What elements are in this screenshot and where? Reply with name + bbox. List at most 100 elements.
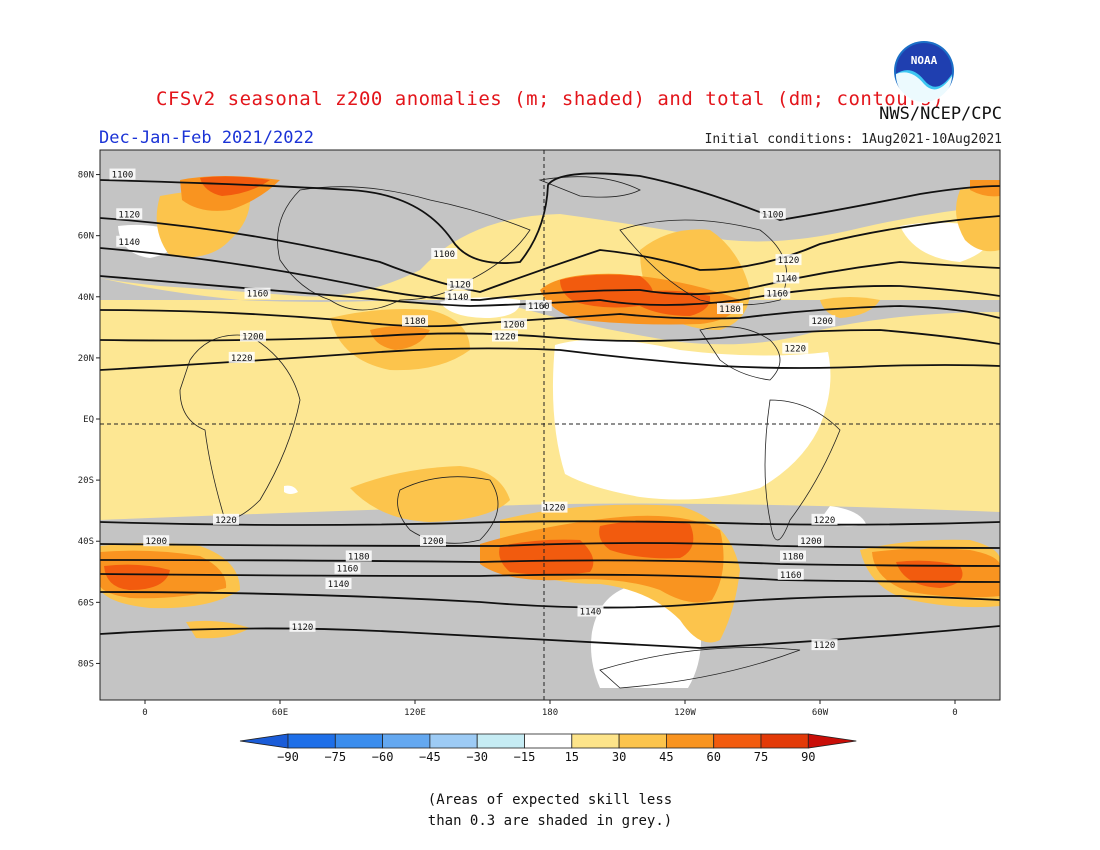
contour-label-bg bbox=[809, 315, 836, 327]
contour-label: 1180 bbox=[404, 317, 426, 327]
legend-swatch bbox=[760, 733, 809, 749]
contour-label: 1120 bbox=[449, 281, 471, 291]
legend-arrow-left bbox=[239, 733, 289, 749]
contour-label: 1160 bbox=[528, 302, 550, 312]
contour-label: 1220 bbox=[231, 354, 253, 364]
skill-note: (Areas of expected skill less than 0.3 a… bbox=[0, 790, 1100, 832]
legend-arrow-right bbox=[807, 733, 857, 749]
noaa-logo-text: NOAA bbox=[911, 54, 938, 67]
contour-label: 1200 bbox=[811, 317, 833, 327]
contour-label: 1120 bbox=[292, 623, 314, 633]
contour-label-bg bbox=[541, 501, 568, 513]
lon-tick-label: 60E bbox=[272, 708, 288, 718]
lat-tick-label: EQ bbox=[83, 415, 94, 425]
contour-label-bg bbox=[402, 315, 428, 327]
contour-label-bg bbox=[447, 278, 473, 290]
contour-label-bg bbox=[244, 287, 271, 299]
skill-note-line-2: than 0.3 are shaded in grey.) bbox=[427, 813, 673, 829]
lat-tick-label: 20S bbox=[78, 476, 94, 486]
lon-tick-label: 60W bbox=[812, 708, 829, 718]
contour-label: 1120 bbox=[814, 641, 836, 651]
lat-tick-label: 80N bbox=[78, 171, 94, 181]
contour-label: 1200 bbox=[800, 537, 822, 547]
contour-label-bg bbox=[764, 287, 791, 299]
contour-label: 1220 bbox=[544, 504, 566, 514]
contour-label-bg bbox=[228, 351, 255, 363]
contour-label-bg bbox=[525, 299, 552, 311]
legend-swatch bbox=[287, 733, 336, 749]
contour-label-bg bbox=[334, 562, 361, 574]
lon-tick-label: 120W bbox=[674, 708, 696, 718]
contour-label-bg bbox=[798, 535, 824, 547]
contour-label: 1160 bbox=[766, 290, 788, 300]
legend-swatch bbox=[382, 733, 431, 749]
contour-label: 1160 bbox=[337, 565, 359, 575]
legend-label: 60 bbox=[706, 750, 720, 764]
contour-label-bg bbox=[811, 513, 838, 525]
contour-label-bg bbox=[717, 303, 743, 314]
legend-label: 75 bbox=[754, 750, 768, 764]
contour-label-bg bbox=[759, 208, 786, 220]
legend-label: −15 bbox=[514, 750, 536, 764]
legend-swatch bbox=[334, 733, 383, 749]
contour-label-bg bbox=[780, 550, 806, 562]
height-contours bbox=[100, 172, 1000, 649]
low-skill-grey-areas bbox=[100, 150, 1000, 700]
contour-label-bg bbox=[116, 235, 143, 247]
contour-label: 1140 bbox=[775, 274, 797, 284]
contour-label-bg bbox=[444, 290, 471, 302]
contour-label-bg bbox=[773, 272, 800, 284]
legend-swatch bbox=[713, 733, 762, 749]
lat-tick-label: 40S bbox=[78, 537, 94, 547]
skill-note-line-1: (Areas of expected skill less bbox=[427, 792, 673, 808]
contour-label: 1180 bbox=[782, 553, 804, 563]
contour-label: 1220 bbox=[494, 333, 516, 343]
contour-label: 1140 bbox=[447, 293, 469, 303]
contour-label: 1100 bbox=[762, 210, 784, 220]
initial-conditions-label: Initial conditions: 1Aug2021-10Aug2021 bbox=[704, 132, 1002, 147]
legend-swatch bbox=[666, 733, 715, 749]
contour-label-bg bbox=[143, 535, 170, 547]
contour-label: 1200 bbox=[145, 537, 167, 547]
contour-label: 1120 bbox=[118, 210, 140, 220]
contour-label: 1140 bbox=[580, 608, 602, 618]
legend-label: 30 bbox=[612, 750, 626, 764]
contour-label: 1180 bbox=[719, 305, 741, 315]
lat-tick-label: 60N bbox=[78, 232, 94, 242]
lon-tick-label: 0 bbox=[142, 708, 147, 718]
contour-label: 1160 bbox=[247, 290, 269, 300]
lat-tick-label: 80S bbox=[78, 659, 94, 669]
agency-label: NWS/NCEP/CPC bbox=[879, 104, 1002, 124]
contour-label-bg bbox=[577, 605, 604, 617]
contour-label-bg bbox=[431, 248, 458, 259]
contour-label: 1180 bbox=[348, 553, 370, 563]
legend-label: −60 bbox=[372, 750, 394, 764]
legend-label: 45 bbox=[659, 750, 673, 764]
contour-label-bg bbox=[775, 254, 802, 266]
contour-label: 1220 bbox=[215, 516, 237, 526]
contour-label: 1120 bbox=[778, 256, 800, 266]
contour-label-bg bbox=[777, 568, 804, 580]
contour-labels: 1100112011401160120012201100112011401180… bbox=[109, 168, 838, 651]
contour-label-bg bbox=[289, 620, 316, 632]
lat-tick-label: 40N bbox=[78, 293, 94, 303]
contour-label: 1140 bbox=[118, 238, 140, 248]
legend-label: −30 bbox=[466, 750, 488, 764]
contour-label: 1220 bbox=[784, 345, 806, 355]
color-legend: −90 −75 −60 −45 −30 −15 15 30 45 60 75 90 bbox=[239, 733, 857, 764]
legend-swatch bbox=[571, 733, 620, 749]
contour-label-bg bbox=[109, 168, 136, 180]
contour-label: 1200 bbox=[503, 320, 525, 330]
legend-swatch bbox=[618, 733, 667, 749]
contour-label-bg bbox=[240, 330, 266, 342]
legend-label: −75 bbox=[324, 750, 346, 764]
chart-title: CFSv2 seasonal z200 anomalies (m; shaded… bbox=[156, 88, 944, 110]
contour-label: 1220 bbox=[814, 516, 836, 526]
lon-tick-label: 120E bbox=[404, 708, 426, 718]
contour-label-bg bbox=[782, 342, 809, 354]
legend-label: 90 bbox=[801, 750, 815, 764]
legend-label: 15 bbox=[565, 750, 579, 764]
contour-label-bg bbox=[325, 578, 352, 589]
legend-swatch bbox=[524, 733, 573, 749]
